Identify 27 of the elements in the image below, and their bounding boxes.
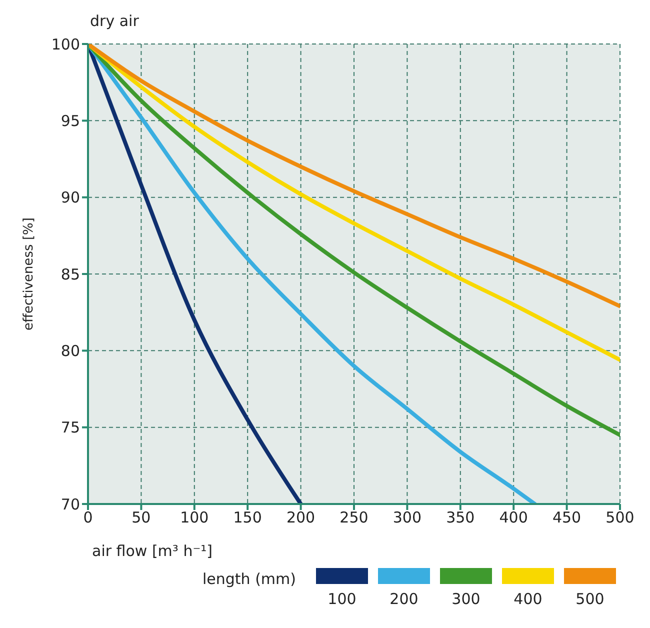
y-axis-title: effectiveness [%] xyxy=(22,218,37,330)
x-tick-label: 0 xyxy=(83,508,93,527)
x-tick-label: 250 xyxy=(340,508,368,527)
x-tick-label: 200 xyxy=(286,508,316,527)
y-tick-label: 100 xyxy=(51,35,80,54)
y-tick-label: 75 xyxy=(60,418,80,437)
legend-label: 100 xyxy=(328,590,356,608)
x-tick-label: 350 xyxy=(446,508,475,527)
x-axis-title: air flow [m³ h⁻¹] xyxy=(92,542,212,560)
legend-label: 200 xyxy=(390,590,418,608)
y-tick-label: 85 xyxy=(60,265,80,284)
legend-label: 500 xyxy=(576,590,604,608)
y-tick-label: 70 xyxy=(60,495,80,514)
chart-title: dry air xyxy=(90,12,139,30)
x-tick-label: 400 xyxy=(499,508,528,527)
y-tick-label: 80 xyxy=(60,342,80,360)
x-tick-label: 100 xyxy=(180,508,209,527)
legend-title: length (mm) xyxy=(202,570,296,588)
y-tick-label: 95 xyxy=(60,112,80,130)
x-tick-label: 50 xyxy=(132,508,151,527)
x-tick-label: 450 xyxy=(552,508,582,527)
legend-label: 400 xyxy=(514,590,542,608)
x-tick-label: 150 xyxy=(233,508,262,527)
legend-label: 300 xyxy=(452,590,480,608)
x-tick-label: 500 xyxy=(606,508,634,527)
y-tick-label: 90 xyxy=(60,188,80,207)
x-tick-label: 300 xyxy=(392,508,422,527)
